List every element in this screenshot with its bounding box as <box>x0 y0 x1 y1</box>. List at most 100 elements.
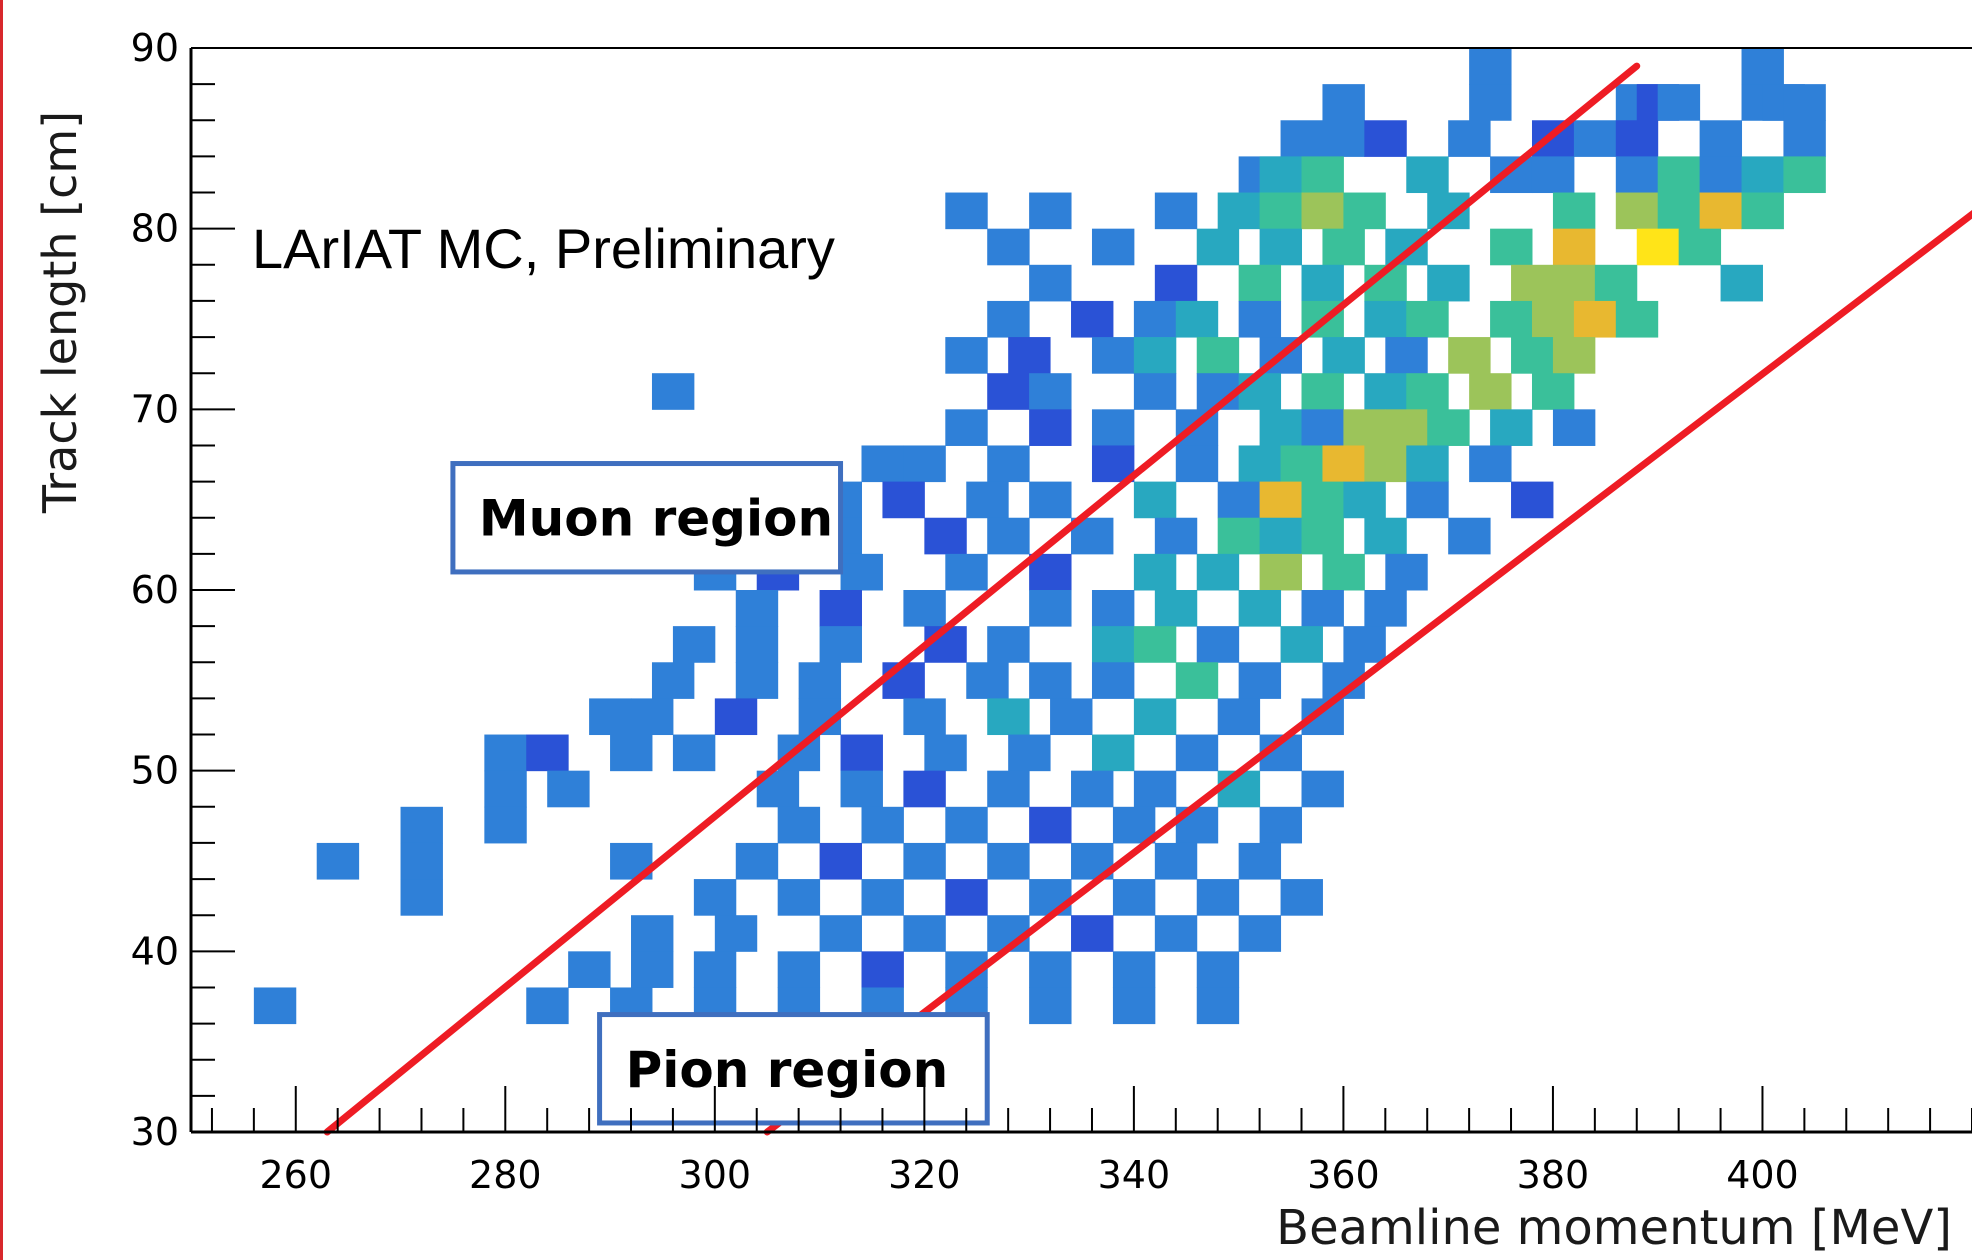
histogram-bin <box>1343 481 1386 519</box>
histogram-bin <box>1050 698 1093 736</box>
histogram-bin <box>1217 481 1261 519</box>
histogram-bin <box>1531 300 1575 338</box>
histogram-bin <box>1385 553 1428 591</box>
histogram-bin <box>1301 590 1344 627</box>
histogram-bin <box>987 373 1030 410</box>
histogram-bin <box>819 915 862 952</box>
histogram-bin <box>1008 734 1051 772</box>
histogram-bin <box>777 806 821 844</box>
histogram-bin <box>1133 481 1177 519</box>
histogram-bin <box>1112 806 1156 844</box>
histogram-bin <box>798 662 842 699</box>
histogram-bin <box>1301 770 1344 808</box>
histogram-bin <box>1029 264 1072 302</box>
histogram-bin <box>945 553 988 591</box>
histogram-bin <box>1615 120 1659 157</box>
histogram-bin <box>526 987 569 1025</box>
y-tick-label: 60 <box>131 568 179 612</box>
histogram-bin <box>1741 48 1784 85</box>
histogram-bin <box>1133 337 1177 374</box>
histogram-bin <box>1196 626 1240 663</box>
histogram-bin <box>1783 84 1826 121</box>
histogram-bin <box>1427 264 1470 302</box>
histogram-bin <box>400 806 443 844</box>
histogram-bin <box>1301 156 1344 194</box>
histogram-bin <box>1133 553 1177 591</box>
histogram-bin <box>714 915 758 952</box>
histogram-bins <box>253 48 1826 1025</box>
histogram-bin <box>1217 698 1261 736</box>
x-tick-label: 280 <box>469 1153 542 1197</box>
histogram-bin <box>1238 915 1282 952</box>
histogram-bin <box>1154 517 1198 555</box>
histogram-bin <box>1720 264 1763 302</box>
histogram-bin <box>1238 373 1282 410</box>
histogram-bin <box>1259 553 1303 591</box>
histogram-bin <box>1699 192 1743 230</box>
histogram-bin <box>1091 734 1135 772</box>
histogram-bin <box>1657 84 1701 121</box>
histogram-bin <box>903 842 946 880</box>
histogram-bin <box>1196 951 1240 988</box>
histogram-bin <box>1552 228 1596 266</box>
histogram-bin <box>1552 409 1596 446</box>
histogram-bin <box>1490 156 1533 194</box>
histogram-bin <box>1238 445 1282 483</box>
histogram-bin <box>1238 842 1282 880</box>
histogram-bin <box>735 662 779 699</box>
histogram-bin <box>861 445 904 483</box>
histogram-bin <box>1196 987 1240 1025</box>
histogram-bin <box>1259 806 1303 844</box>
histogram-bin <box>1469 445 1512 483</box>
histogram-bin <box>1029 192 1072 230</box>
histogram-bin <box>1091 662 1135 699</box>
x-tick-label: 400 <box>1726 1153 1799 1197</box>
histogram-bin <box>1511 481 1554 519</box>
histogram-bin <box>1699 120 1743 157</box>
histogram-bin <box>1364 445 1407 483</box>
region-box <box>597 1012 990 1126</box>
histogram-bin <box>1238 300 1282 338</box>
histogram-bin <box>1071 915 1114 952</box>
histogram-bin <box>400 842 443 880</box>
y-tick-label: 50 <box>131 749 179 793</box>
histogram-bin <box>1469 373 1512 410</box>
x-tick-label: 300 <box>679 1153 752 1197</box>
histogram-bin <box>861 879 904 916</box>
histogram-bin <box>1301 192 1344 230</box>
histogram-bin <box>966 662 1009 699</box>
y-tick-label: 80 <box>131 207 179 251</box>
histogram-bin <box>484 806 527 844</box>
histogram-bin <box>1029 553 1072 591</box>
histogram-bin <box>1280 626 1323 663</box>
histogram-bin <box>1154 842 1198 880</box>
histogram-bin <box>903 915 946 952</box>
region-label: Pion region <box>626 1041 949 1099</box>
histogram-bin <box>1364 517 1407 555</box>
histogram-bin <box>1427 409 1470 446</box>
histogram-bin <box>1238 264 1282 302</box>
x-tick-label: 360 <box>1307 1153 1380 1197</box>
histogram-bin <box>1741 192 1784 230</box>
histogram-bin <box>1029 879 1072 916</box>
histogram-bin <box>1175 734 1219 772</box>
histogram-bin <box>1406 445 1449 483</box>
x-tick-label: 340 <box>1098 1153 1171 1197</box>
histogram-bin <box>1217 517 1261 555</box>
histogram-bin <box>1280 120 1323 157</box>
histogram-bin <box>1154 590 1198 627</box>
histogram-bin <box>735 590 779 627</box>
histogram-bin <box>1154 264 1198 302</box>
histogram-bin <box>1301 373 1344 410</box>
histogram-bin <box>987 770 1030 808</box>
region-boxes: Muon region Pion region <box>450 461 990 1126</box>
cut-line <box>763 209 1972 1136</box>
histogram-bin <box>484 770 527 808</box>
region-box <box>450 461 844 575</box>
histogram-bin <box>1112 879 1156 916</box>
histogram-bin <box>547 770 590 808</box>
histogram-bin <box>1029 373 1072 410</box>
histogram-bin <box>1322 553 1365 591</box>
histogram-bin <box>903 770 946 808</box>
